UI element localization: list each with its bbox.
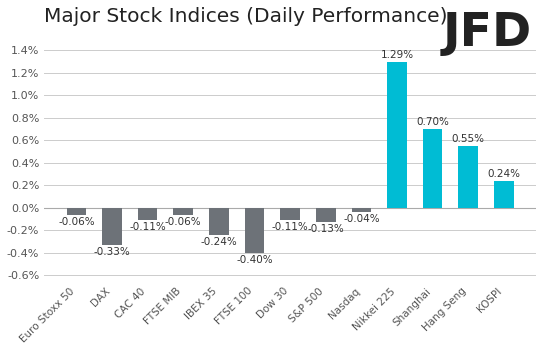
Text: -0.40%: -0.40% <box>236 255 273 265</box>
Text: 0.70%: 0.70% <box>416 117 449 127</box>
Bar <box>458 146 478 208</box>
Text: -0.04%: -0.04% <box>343 214 380 224</box>
Bar <box>173 208 193 214</box>
Bar <box>67 208 86 214</box>
Text: -0.11%: -0.11% <box>272 222 308 232</box>
Bar <box>423 129 443 208</box>
Text: -0.06%: -0.06% <box>165 217 201 226</box>
Bar <box>387 62 407 208</box>
Text: 0.24%: 0.24% <box>488 169 520 179</box>
Text: -0.24%: -0.24% <box>200 237 237 247</box>
Bar <box>316 208 336 223</box>
Text: Major Stock Indices (Daily Performance): Major Stock Indices (Daily Performance) <box>44 7 447 26</box>
Bar <box>245 208 264 253</box>
Text: 0.55%: 0.55% <box>452 134 485 144</box>
Bar <box>102 208 122 245</box>
Text: -0.33%: -0.33% <box>93 247 130 257</box>
Bar <box>351 208 371 212</box>
Bar <box>209 208 229 235</box>
Bar <box>280 208 300 220</box>
Text: 1.29%: 1.29% <box>381 50 414 60</box>
Text: -0.06%: -0.06% <box>58 217 94 226</box>
Bar <box>494 181 514 208</box>
Text: -0.11%: -0.11% <box>129 222 166 232</box>
Text: -0.13%: -0.13% <box>307 224 344 234</box>
Text: JFD: JFD <box>443 11 532 55</box>
Bar <box>138 208 157 220</box>
